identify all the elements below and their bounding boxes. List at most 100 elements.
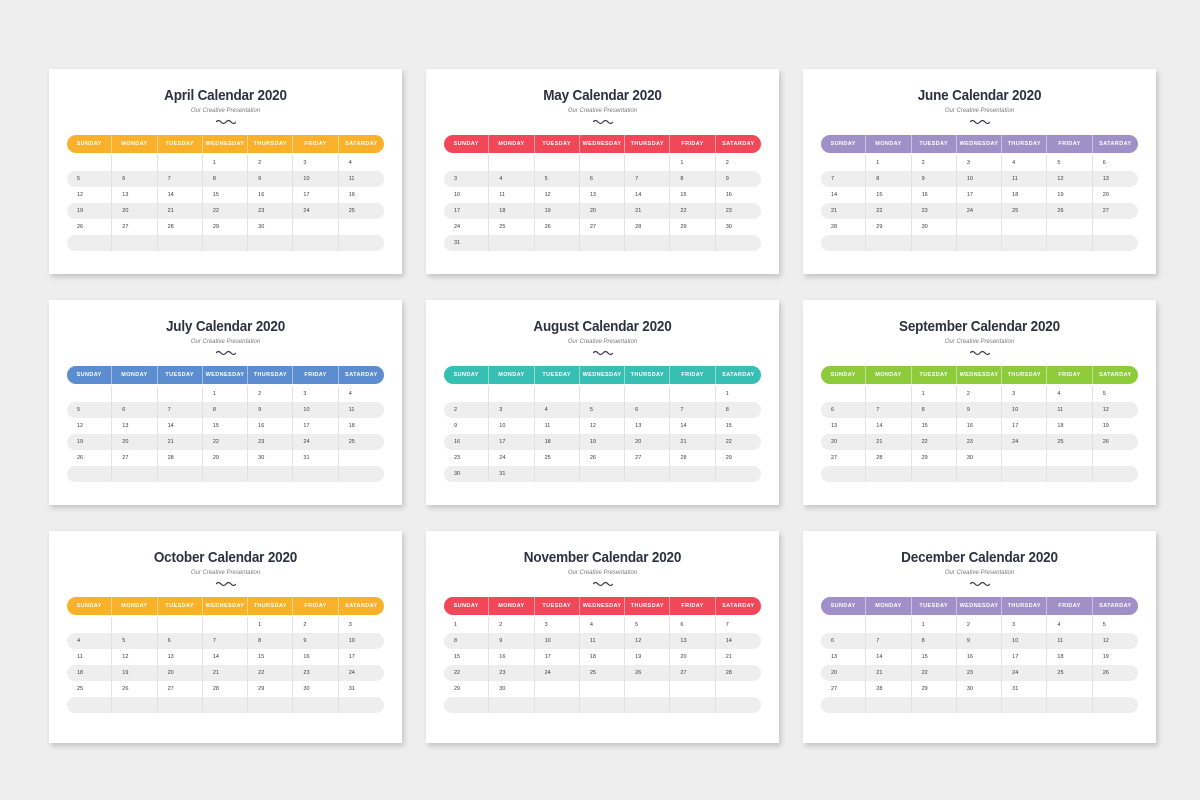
- day-cell: [339, 219, 384, 235]
- day-cell: 3: [1002, 386, 1048, 402]
- day-cell: 9: [912, 171, 957, 187]
- day-cell: 18: [580, 649, 626, 665]
- weekday-label: SUNDAY: [67, 366, 113, 384]
- day-cell: 23: [489, 665, 535, 681]
- day-cell: 1: [866, 155, 912, 171]
- day-cell: 23: [957, 434, 1003, 450]
- day-cell: 20: [158, 665, 203, 681]
- day-cell: [158, 466, 203, 482]
- day-cell: 18: [348, 423, 355, 429]
- weekday-label: SUNDAY: [444, 597, 490, 615]
- day-cell: [203, 235, 249, 251]
- day-cell: 28: [158, 219, 203, 235]
- month-calendar-card: April Calendar 2020 Our Creative Present…: [49, 69, 402, 274]
- day-cell: [580, 386, 626, 402]
- day-cell: 8: [444, 633, 490, 649]
- day-cell: 15: [203, 187, 249, 203]
- month-calendar-card: August Calendar 2020 Our Creative Presen…: [426, 300, 779, 505]
- day-cell: 22: [670, 203, 716, 219]
- day-cell: [957, 219, 1003, 235]
- day-cell: 23: [912, 203, 957, 219]
- weekday-label: SUNDAY: [67, 597, 113, 615]
- day-cell: 20: [580, 203, 626, 219]
- day-cell: 29: [912, 681, 957, 697]
- weeks-container: 1 2 3 4 5 6 7 8 9 10 11 12 13 14 15 16 17 18 19 20 21 22 23 24 2…: [67, 386, 384, 482]
- day-cell: 6: [625, 402, 671, 418]
- week-row: 17 18 19 20 21 22 23: [444, 203, 761, 219]
- day-cell: 28: [625, 219, 671, 235]
- weekday-label: TUESDAY: [912, 135, 957, 153]
- day-cell: 19: [1047, 187, 1093, 203]
- week-row: 29 30: [444, 681, 761, 697]
- day-cell: 12: [1102, 638, 1109, 644]
- day-cell: 15: [248, 649, 294, 665]
- day-cell: 16: [248, 418, 294, 434]
- day-cell: 7: [158, 171, 203, 187]
- day-cell: 14: [866, 418, 912, 434]
- day-cell: 20: [1102, 192, 1109, 198]
- weekday-label: WEDNESDAY: [957, 597, 1003, 615]
- day-cell: 16: [957, 649, 1003, 665]
- day-cell: 27: [625, 450, 671, 466]
- weekday-label: SUNDAY: [821, 135, 867, 153]
- day-cell: 13: [821, 418, 867, 434]
- day-cell: 5: [1102, 391, 1106, 397]
- day-cell: [203, 617, 249, 633]
- day-cell: 5: [625, 617, 671, 633]
- day-cell: 27: [821, 450, 867, 466]
- day-cell: [158, 235, 203, 251]
- day-cell: 13: [112, 418, 158, 434]
- day-cell: 16: [725, 192, 732, 198]
- weekday-label: THURSDAY: [1002, 366, 1048, 384]
- wave-divider-icon: [215, 119, 236, 125]
- weekday-label: WEDNESDAY: [203, 366, 249, 384]
- day-cell: 26: [67, 450, 113, 466]
- day-cell: [444, 155, 490, 171]
- day-cell: [1002, 219, 1048, 235]
- day-cell: [957, 697, 1003, 713]
- weekday-label: MONDAY: [112, 366, 158, 384]
- weekday-label: WEDNESDAY: [580, 597, 626, 615]
- week-row: 23 24 25 26 27 28 29: [444, 450, 761, 466]
- month-calendar-card: November Calendar 2020 Our Creative Pres…: [426, 531, 779, 743]
- day-cell: 15: [670, 187, 716, 203]
- weekday-label: MONDAY: [489, 597, 535, 615]
- day-cell: [1002, 235, 1048, 251]
- day-cell: 17: [535, 649, 580, 665]
- day-cell: [1002, 466, 1048, 482]
- weekday-label: SATARDAY: [345, 603, 378, 609]
- day-cell: 5: [535, 171, 580, 187]
- day-cell: [670, 681, 716, 697]
- week-row: [67, 235, 384, 251]
- wave-divider-icon: [969, 350, 990, 356]
- day-cell: 5: [67, 171, 113, 187]
- day-cell: 3: [489, 402, 535, 418]
- day-cell: [1093, 697, 1138, 713]
- week-row: 12 13 14 15 16 17 18: [67, 418, 384, 434]
- day-cell: 14: [625, 187, 671, 203]
- day-cell: 20: [112, 203, 158, 219]
- day-cell: 1: [203, 386, 249, 402]
- day-cell: [444, 697, 490, 713]
- day-cell: [1093, 450, 1138, 466]
- day-cell: 1: [912, 386, 957, 402]
- day-cell: 15: [203, 418, 249, 434]
- day-cell: 18: [1047, 418, 1093, 434]
- weekday-label: FRIDAY: [670, 135, 716, 153]
- week-row: [821, 235, 1138, 251]
- day-cell: [339, 466, 384, 482]
- calendar-subtitle: Our Creative Presentation: [190, 339, 261, 345]
- day-cell: [112, 235, 158, 251]
- weekday-label: MONDAY: [866, 366, 912, 384]
- day-cell: 5: [580, 402, 626, 418]
- day-cell: 5: [67, 402, 113, 418]
- calendar-title: June Calendar 2020: [917, 87, 1042, 104]
- week-row: 15 16 17 18 19 20 21: [444, 649, 761, 665]
- day-cell: 23: [248, 203, 294, 219]
- day-cell: 13: [821, 649, 867, 665]
- day-cell: 20: [821, 434, 867, 450]
- week-row: 16 17 18 19 20 21 22: [444, 434, 761, 450]
- weekday-label: MONDAY: [489, 135, 535, 153]
- calendar-title: September Calendar 2020: [899, 318, 1060, 335]
